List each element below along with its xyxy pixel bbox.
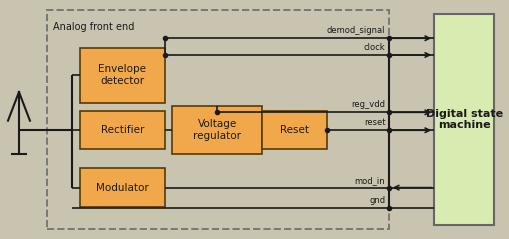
Text: Envelope
detector: Envelope detector	[98, 65, 146, 86]
Text: Voltage
regulator: Voltage regulator	[193, 120, 241, 141]
Bar	[262, 111, 326, 149]
Text: demod_signal: demod_signal	[326, 26, 385, 35]
Bar	[80, 48, 164, 103]
Text: gnd: gnd	[369, 196, 385, 205]
Text: clock: clock	[363, 43, 385, 52]
Text: Rectifier: Rectifier	[100, 125, 144, 135]
Bar	[47, 10, 388, 229]
Bar	[172, 106, 262, 154]
Bar	[80, 168, 164, 207]
Text: Reset: Reset	[279, 125, 308, 135]
Text: reset: reset	[363, 118, 385, 127]
Bar	[80, 111, 164, 149]
Text: mod_in: mod_in	[354, 176, 385, 185]
Text: Modulator: Modulator	[96, 183, 148, 193]
Text: Analog front end: Analog front end	[53, 22, 134, 32]
Bar	[433, 14, 493, 225]
Text: Digital state
machine: Digital state machine	[425, 109, 502, 130]
Text: reg_vdd: reg_vdd	[351, 100, 385, 109]
